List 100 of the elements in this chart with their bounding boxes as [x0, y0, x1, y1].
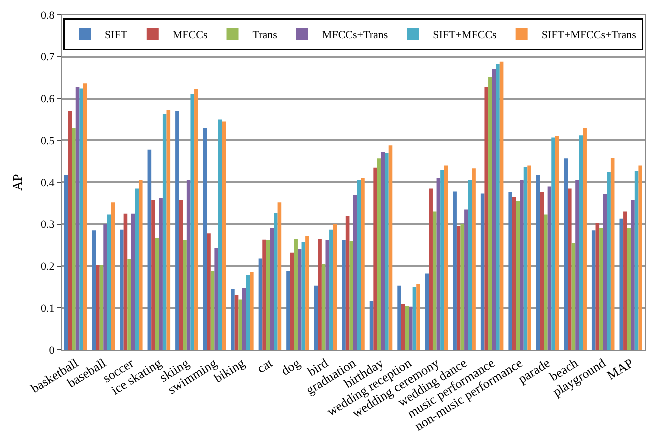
bar — [512, 197, 516, 350]
y-tick-label: 0.3 — [41, 219, 56, 232]
bar — [548, 186, 552, 350]
bar — [234, 296, 239, 350]
bar — [183, 240, 187, 350]
bar — [412, 287, 417, 350]
bar — [576, 180, 580, 350]
bar — [148, 150, 152, 350]
bar — [631, 200, 635, 350]
bar — [214, 248, 218, 350]
y-tick-label: 0.4 — [41, 177, 56, 190]
bar — [231, 289, 235, 350]
bar — [453, 192, 457, 350]
bar — [544, 214, 548, 350]
bar — [159, 198, 163, 350]
bar — [76, 87, 80, 350]
bar — [432, 212, 437, 350]
bar — [429, 188, 433, 350]
bar — [155, 238, 160, 350]
bar — [579, 136, 584, 350]
x-tick-label: dog — [278, 355, 304, 378]
bar — [583, 128, 587, 350]
bar — [528, 166, 532, 350]
bar — [381, 152, 386, 350]
y-tick-label: 0.6 — [41, 94, 56, 106]
bar — [318, 239, 322, 350]
bar — [603, 194, 608, 350]
bar — [342, 240, 346, 350]
bar — [314, 286, 318, 350]
bar — [607, 172, 611, 350]
bar — [294, 239, 298, 350]
bar — [516, 201, 520, 350]
bar — [385, 153, 389, 350]
bar — [128, 259, 132, 350]
y-tick-label: 0.2 — [41, 261, 55, 274]
bar — [520, 180, 524, 350]
bar — [274, 213, 278, 350]
bar — [416, 284, 420, 350]
bar — [600, 228, 604, 350]
bar — [624, 212, 628, 350]
bar — [330, 230, 334, 350]
y-axis-title: AP — [10, 174, 25, 191]
bar — [361, 178, 365, 350]
bar — [131, 214, 136, 350]
bar — [322, 264, 326, 350]
bar — [68, 111, 72, 350]
bar — [207, 234, 211, 350]
bar — [111, 202, 116, 350]
bar — [100, 265, 104, 350]
legend-label: MFCCs+Trans — [322, 30, 388, 42]
bar — [162, 114, 167, 350]
legend-label: Trans — [252, 30, 278, 42]
bar — [572, 243, 576, 350]
bar — [440, 170, 444, 350]
bar — [124, 214, 128, 350]
bar — [524, 167, 528, 350]
bar — [107, 214, 112, 350]
bar — [278, 202, 282, 350]
bar — [346, 216, 350, 350]
y-tick-label: 0.5 — [41, 135, 56, 148]
y-tick-label: 0.8 — [41, 10, 56, 22]
bar — [596, 224, 600, 350]
bar — [194, 89, 198, 350]
x-tick-label: cat — [254, 355, 276, 376]
bar — [270, 228, 274, 350]
bar — [138, 180, 143, 350]
bar — [405, 306, 410, 350]
bar — [508, 192, 512, 350]
bar — [354, 195, 358, 350]
bar — [377, 158, 382, 350]
bar — [96, 264, 100, 350]
bar — [120, 230, 124, 350]
bar — [480, 194, 485, 350]
bar — [436, 178, 441, 350]
bar — [190, 94, 195, 350]
bar — [552, 138, 556, 350]
bar — [203, 128, 208, 350]
bar — [166, 110, 171, 350]
bar — [370, 301, 374, 350]
bar — [627, 228, 632, 350]
bar — [592, 230, 596, 350]
bar — [488, 76, 492, 350]
bar — [444, 166, 448, 350]
bar — [620, 218, 624, 350]
bar — [464, 210, 468, 350]
y-tick-label: 0.7 — [41, 52, 56, 64]
bar — [258, 258, 263, 350]
bar — [638, 166, 642, 350]
bar — [326, 240, 330, 350]
bar — [286, 271, 290, 350]
bar — [250, 272, 254, 350]
legend-label: SIFT+MFCCs+Trans — [542, 30, 636, 42]
bar — [357, 180, 362, 350]
bar — [218, 120, 222, 350]
bar — [104, 224, 108, 350]
legend-label: MFCCs — [172, 30, 208, 42]
bar — [152, 200, 156, 350]
bar — [266, 240, 270, 350]
bar — [186, 180, 191, 350]
y-tick-label: 0 — [49, 344, 56, 357]
